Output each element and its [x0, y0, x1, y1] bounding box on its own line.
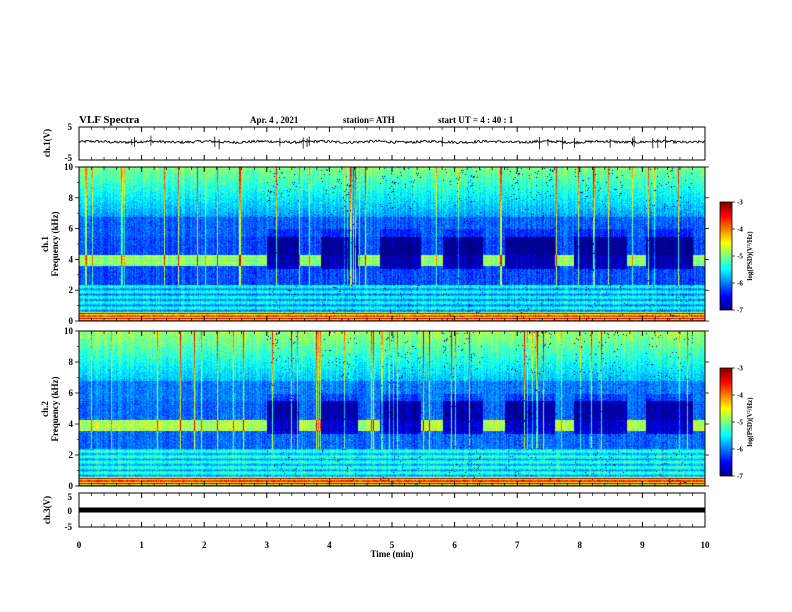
ch2-frequency-tick-label: 10 [64, 326, 74, 336]
ch1-voltage-panel: 5 -5 ch.1(V) [42, 122, 706, 163]
ch1-frequency-tick-label: 4 [69, 254, 74, 264]
station-label: station= ATH [343, 115, 395, 125]
ch3-ytick-top: 5 [68, 492, 73, 502]
time-axis-label: Time (min) [370, 549, 413, 559]
time-tick-label: 8 [578, 540, 583, 550]
time-tick-label: 4 [327, 540, 332, 550]
ch1-ytick-bottom: -5 [65, 153, 73, 163]
ch1-voltage-spikes [131, 135, 666, 150]
ch3-ytick-bottom: -5 [65, 522, 73, 532]
ch1-voltage-trace [78, 139, 706, 145]
ch1-frequency-tick-label: 6 [69, 224, 74, 234]
ch1-colorbar-tick-label: -3 [737, 199, 743, 207]
ch1-colorbar: -3 -4 -5 -6 -7 log(PSD)(V²/Hz) [719, 199, 754, 315]
ch1-colorbar-ticks: -3 -4 -5 -6 -7 [732, 199, 743, 315]
ch1-colorbar-tick-label: -5 [737, 253, 743, 261]
time-axis: 0 1 2 3 4 5 6 7 8 9 10 [77, 127, 710, 550]
ch2-colorbar-tick-label: -6 [737, 446, 743, 454]
ch3-ytick-mid: 0 [68, 506, 73, 516]
time-tick-label: 7 [515, 540, 520, 550]
ch1-frequency-tick-label: 2 [69, 285, 74, 295]
ch1-frequency-tick-label: 10 [64, 162, 74, 172]
ch3-voltage-panel: 5 0 -5 ch.3(V) [42, 492, 706, 532]
time-tick-label: 0 [77, 540, 82, 550]
date-label: Apr. 4 , 2021 [250, 115, 299, 125]
ch1-voltage-ylabel: ch.1(V) [42, 129, 52, 157]
figure-title: VLF Spectra [79, 114, 140, 126]
ch2-frequency-tick-label: 8 [69, 357, 74, 367]
time-tick-label: 6 [452, 540, 457, 550]
ch2-frequency-tick-label: 0 [69, 481, 74, 491]
ch1-frequency-tick-label: 0 [69, 316, 74, 326]
ch1-spectrogram-ylabel: Frequency (kHz) [50, 211, 60, 276]
ch2-frequency-tick-label: 4 [69, 419, 74, 429]
ch1-spectrogram-panel: 0 2 4 6 8 10 ch.1 Frequency (kHz) [40, 162, 709, 326]
ch1-colorbar-tick-label: -6 [737, 280, 743, 288]
ch1-frequency-tick-label: 8 [69, 193, 74, 203]
time-tick-label: 1 [139, 540, 144, 550]
ch2-colorbar-ticks: -3 -4 -5 -6 -7 [732, 365, 743, 481]
ch3-voltage-ylabel: ch.3(V) [42, 496, 52, 524]
ch2-spectrogram-yticks: 0 2 4 6 8 10 [64, 326, 709, 491]
ch2-colorbar: -3 -4 -5 -6 -7 log(PSD)(V²/Hz) [719, 365, 754, 481]
ch1-colorbar-label: log(PSD)(V²/Hz) [746, 231, 754, 281]
ch2-spectrogram-ylabel-channel: ch.2 [40, 401, 50, 417]
time-tick-label: 5 [390, 540, 395, 550]
start-ut-label: start UT = 4 : 40 : 1 [438, 115, 514, 125]
ch2-colorbar-tick-label: -3 [737, 365, 743, 373]
ch1-spectrogram-yticks: 0 2 4 6 8 10 [64, 162, 709, 326]
time-tick-label: 3 [265, 540, 270, 550]
ch2-spectrogram-ylabel: Frequency (kHz) [50, 376, 60, 441]
ch2-frequency-tick-label: 2 [69, 450, 74, 460]
ch1-colorbar-tick-label: -4 [737, 226, 743, 234]
ch2-colorbar-label: log(PSD)(V²/Hz) [746, 397, 754, 447]
time-tick-label: 10 [701, 540, 711, 550]
ch2-spectrogram-panel: 0 2 4 6 8 10 ch.2 Frequency (kHz) [40, 326, 709, 491]
ch2-colorbar-tick-label: -5 [737, 419, 743, 427]
ch2-colorbar-tick-label: -7 [737, 473, 743, 481]
ch1-spectrogram-ylabel-channel: ch.1 [40, 236, 50, 252]
ch2-frequency-tick-label: 6 [69, 388, 74, 398]
ch2-colorbar-tick-label: -4 [737, 392, 743, 400]
time-tick-label: 2 [202, 540, 207, 550]
ch1-colorbar-tick-label: -7 [737, 307, 743, 315]
time-tick-label: 9 [640, 540, 645, 550]
ch1-ytick-top: 5 [68, 122, 73, 132]
